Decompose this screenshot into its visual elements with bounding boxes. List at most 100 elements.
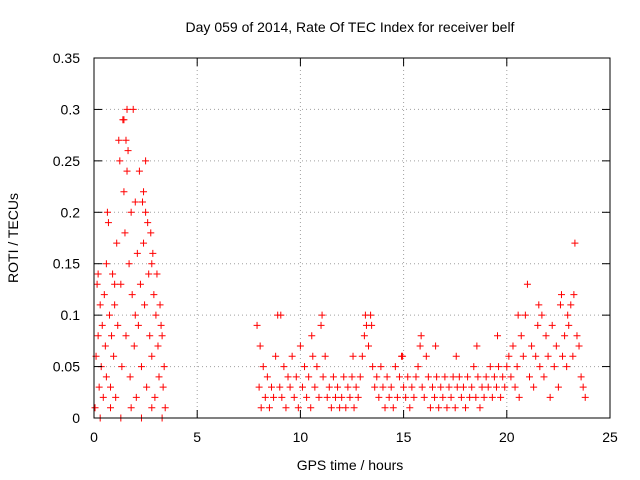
data-point xyxy=(519,352,527,360)
grid-lines xyxy=(94,58,610,418)
data-point xyxy=(360,332,368,340)
data-point xyxy=(563,363,571,371)
data-point xyxy=(294,404,302,412)
data-point xyxy=(329,373,337,381)
data-point xyxy=(101,342,109,350)
data-point xyxy=(110,352,118,360)
data-point xyxy=(534,321,542,329)
data-point xyxy=(416,342,424,350)
data-point xyxy=(441,373,449,381)
data-point xyxy=(570,291,578,299)
data-point xyxy=(104,219,112,227)
data-point xyxy=(395,373,403,381)
data-point xyxy=(272,352,280,360)
data-point xyxy=(263,373,271,381)
data-point xyxy=(552,342,560,350)
data-point xyxy=(91,404,99,412)
data-point xyxy=(107,404,115,412)
data-point xyxy=(282,404,290,412)
data-point xyxy=(319,373,327,381)
data-point xyxy=(277,311,285,319)
data-point xyxy=(521,311,529,319)
data-point xyxy=(144,219,152,227)
data-point xyxy=(131,198,139,206)
data-points xyxy=(91,105,589,422)
y-axis-ticks: 0 0.05 0.1 0.15 0.2 0.25 0.3 0.35 xyxy=(53,50,610,426)
data-point xyxy=(331,393,339,401)
data-point xyxy=(484,383,492,391)
data-point xyxy=(428,383,436,391)
y-tick-label: 0.2 xyxy=(61,204,81,220)
data-point xyxy=(303,393,311,401)
data-point xyxy=(559,352,567,360)
data-point xyxy=(470,363,478,371)
data-point xyxy=(381,404,389,412)
data-point xyxy=(160,363,168,371)
data-point xyxy=(514,311,522,319)
data-point xyxy=(142,208,150,216)
y-tick-label: 0.05 xyxy=(53,359,80,375)
x-tick-label: 20 xyxy=(499,429,515,445)
data-point xyxy=(511,383,519,391)
data-point xyxy=(115,136,123,144)
data-point xyxy=(107,383,115,391)
data-point xyxy=(158,332,166,340)
data-point xyxy=(325,383,333,391)
data-point xyxy=(127,404,135,412)
data-point xyxy=(517,332,525,340)
data-point xyxy=(145,270,153,278)
data-point xyxy=(505,352,513,360)
data-point xyxy=(288,352,296,360)
data-point xyxy=(452,352,460,360)
data-point xyxy=(128,291,136,299)
data-point xyxy=(342,404,350,412)
data-point xyxy=(141,301,149,309)
data-point xyxy=(358,352,366,360)
data-point xyxy=(569,352,577,360)
data-point xyxy=(443,404,451,412)
data-point xyxy=(375,393,383,401)
data-point xyxy=(365,342,373,350)
data-point xyxy=(535,301,543,309)
data-point xyxy=(473,342,481,350)
data-point xyxy=(445,383,453,391)
data-point xyxy=(385,393,393,401)
data-point xyxy=(109,270,117,278)
data-point xyxy=(387,383,395,391)
data-point xyxy=(133,249,141,257)
y-tick-label: 0.15 xyxy=(53,256,80,272)
data-point xyxy=(501,383,509,391)
data-point xyxy=(256,342,264,350)
data-point xyxy=(307,404,315,412)
data-point xyxy=(113,239,121,247)
data-point xyxy=(476,404,484,412)
data-point xyxy=(422,352,430,360)
data-point xyxy=(579,383,587,391)
data-point xyxy=(561,332,569,340)
data-point xyxy=(261,393,269,401)
data-point xyxy=(122,332,130,340)
data-point xyxy=(391,363,399,371)
data-point xyxy=(120,188,128,196)
data-point xyxy=(466,393,474,401)
data-point xyxy=(105,311,113,319)
data-point xyxy=(336,404,344,412)
data-point xyxy=(354,393,362,401)
data-point xyxy=(313,363,321,371)
data-point xyxy=(346,393,354,401)
data-point xyxy=(404,373,412,381)
x-tick-label: 0 xyxy=(90,429,98,445)
data-point xyxy=(503,363,511,371)
data-point xyxy=(389,404,397,412)
data-point xyxy=(284,373,292,381)
data-point xyxy=(321,352,329,360)
data-point xyxy=(305,373,313,381)
data-point xyxy=(352,383,360,391)
data-point xyxy=(147,229,155,237)
data-point xyxy=(286,383,294,391)
data-point xyxy=(317,321,325,329)
data-point xyxy=(406,404,414,412)
data-point xyxy=(255,383,263,391)
data-point xyxy=(121,229,129,237)
